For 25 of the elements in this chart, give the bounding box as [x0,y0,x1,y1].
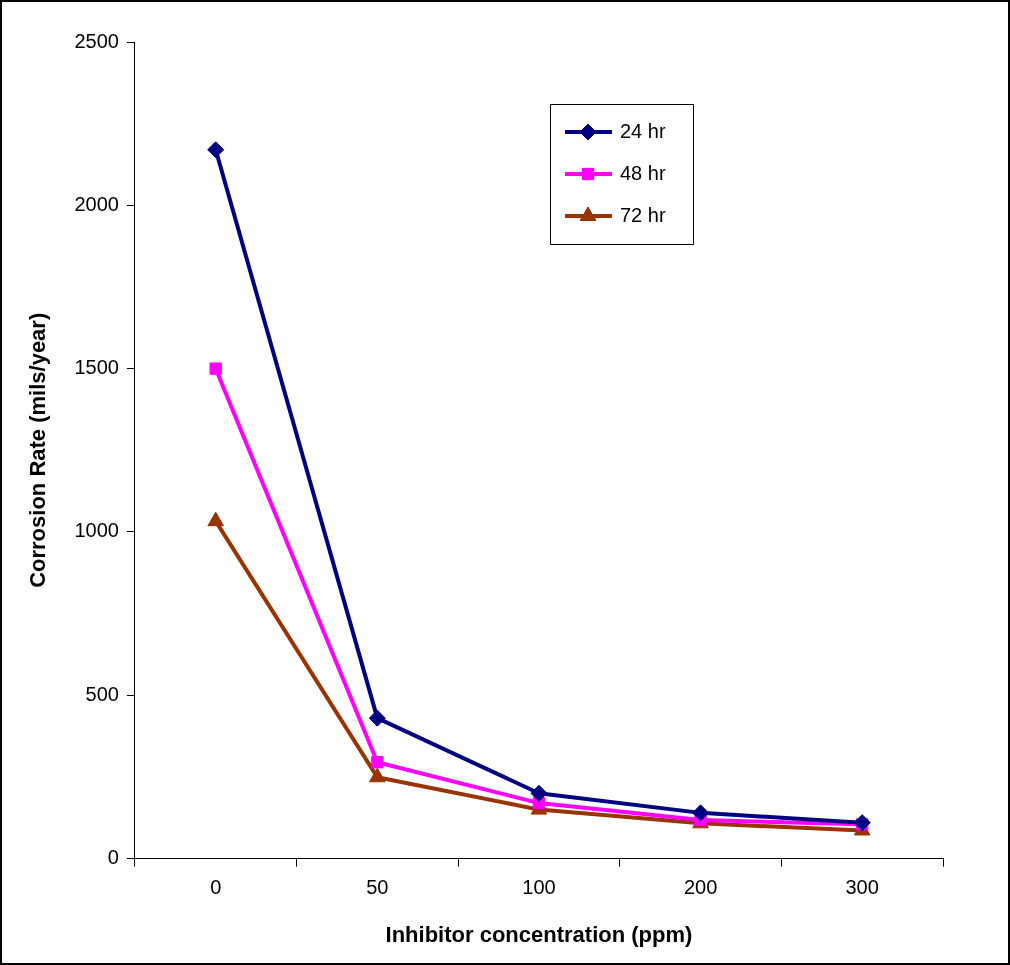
x-tick-label: 100 [522,876,556,899]
y-tick-label: 500 [85,682,119,705]
y-tick-label: 2000 [74,192,119,215]
y-tick-label: 1000 [74,519,119,542]
x-tick-label: 0 [210,876,222,899]
y-tick-label: 1500 [74,356,119,379]
y-axis-title: Corrosion Rate (mils/year) [25,312,51,588]
point [209,362,222,375]
x-tick-label: 300 [845,876,879,899]
y-tick-label: 0 [107,846,119,869]
x-axis-title: Inhibitor concentration (ppm) [385,921,693,947]
point [530,784,548,802]
point [371,756,384,769]
legend-label: 48 hr [620,161,666,184]
point [207,511,224,527]
y-tick-label: 2500 [74,29,119,52]
x-tick-label: 200 [683,876,718,899]
point [853,814,871,832]
point [369,767,386,783]
legend-label: 24 hr [620,119,666,142]
point [207,141,225,159]
point [368,709,386,727]
legend-label: 72 hr [620,203,666,226]
x-tick-label: 50 [366,876,389,899]
point [692,804,710,822]
